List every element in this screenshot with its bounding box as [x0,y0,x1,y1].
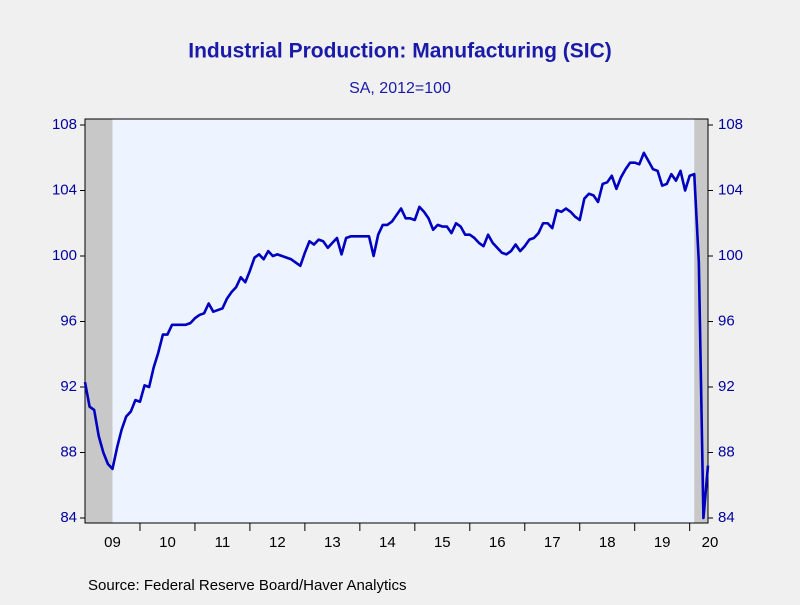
y-tick-label: 96 [60,312,77,329]
chart-subtitle: SA, 2012=100 [349,80,451,97]
y2-tick-label: 92 [718,378,735,395]
recession-band [85,119,113,523]
y-tick-label: 108 [52,116,77,133]
y2-tick-label: 108 [718,116,743,133]
chart-title: Industrial Production: Manufacturing (SI… [188,40,612,63]
x-tick-label: 09 [104,534,121,551]
x-tick-label: 11 [215,534,231,551]
y-tick-label: 100 [52,247,77,264]
x-tick-label: 18 [599,534,616,551]
x-tick-label: 19 [654,534,671,551]
x-tick-label: 16 [489,534,506,551]
source-note: Source: Federal Reserve Board/Haver Anal… [88,577,406,594]
y2-tick-label: 96 [718,312,735,329]
plot-area [85,119,708,523]
x-tick-label: 20 [702,534,719,551]
y2-tick-label: 84 [718,509,735,526]
x-tick-label: 15 [434,534,451,551]
y-tick-label: 104 [52,181,77,198]
x-tick-label: 17 [544,534,561,551]
y-tick-label: 92 [60,378,77,395]
x-tick-label: 13 [324,534,341,551]
x-tick-label: 14 [379,534,396,551]
y-tick-label: 84 [60,509,77,526]
y2-tick-label: 88 [718,443,735,460]
data-line [83,151,710,520]
y2-tick-label: 100 [718,247,743,264]
x-tick-label: 10 [159,534,176,551]
y-tick-label: 88 [60,443,77,460]
y2-tick-label: 104 [718,181,743,198]
x-tick-label: 12 [269,534,286,551]
